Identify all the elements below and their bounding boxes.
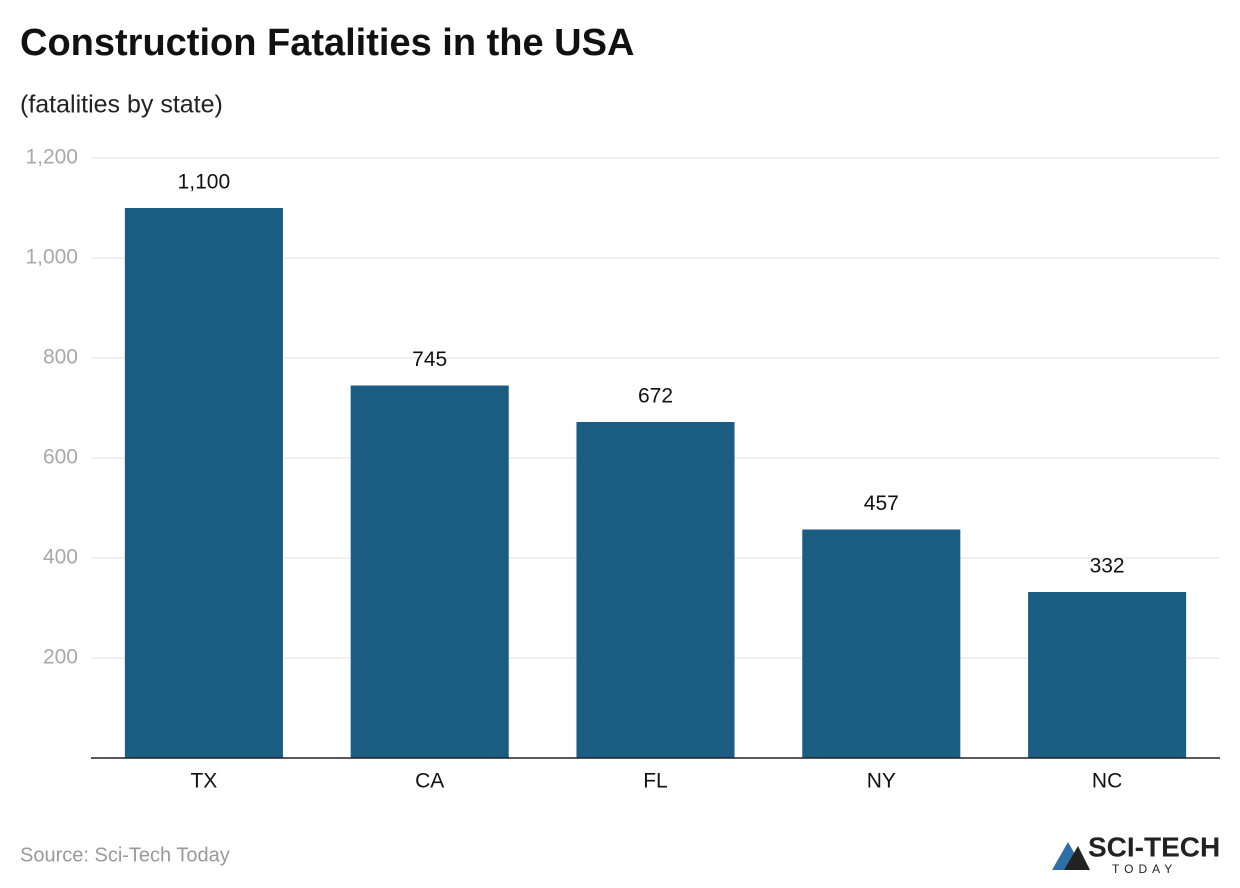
x-tick-label: TX: [190, 770, 217, 793]
chart-subtitle: (fatalities by state): [20, 91, 223, 119]
value-label: 745: [412, 348, 447, 371]
x-tick-label: FL: [643, 770, 668, 793]
y-tick-label: 400: [43, 546, 78, 569]
bar: [802, 529, 961, 758]
y-tick-label: 1,000: [25, 246, 78, 269]
chart-title: Construction Fatalities in the USA: [20, 22, 634, 64]
bar: [124, 208, 283, 758]
logo-icon: [1064, 846, 1090, 870]
bar: [576, 422, 735, 758]
x-tick-label: NC: [1092, 770, 1122, 793]
value-label: 332: [1090, 555, 1125, 578]
value-label: 457: [864, 492, 899, 515]
y-tick-label: 600: [43, 446, 78, 469]
bar: [1028, 592, 1187, 758]
value-label: 672: [638, 385, 673, 408]
y-tick-label: 800: [43, 346, 78, 369]
source: Source: Sci-Tech Today: [20, 844, 230, 866]
y-tick-label: 200: [43, 646, 78, 669]
value-label: 1,100: [178, 171, 231, 194]
logo-text: SCI-TECH: [1088, 831, 1220, 862]
x-tick-label: CA: [415, 770, 444, 793]
x-tick-label: NY: [867, 770, 896, 793]
logo-subtext: TODAY: [1112, 862, 1177, 876]
logo: SCI-TECH TODAY: [1052, 831, 1220, 876]
bar: [350, 385, 509, 758]
y-tick-label: 1,200: [25, 146, 78, 169]
